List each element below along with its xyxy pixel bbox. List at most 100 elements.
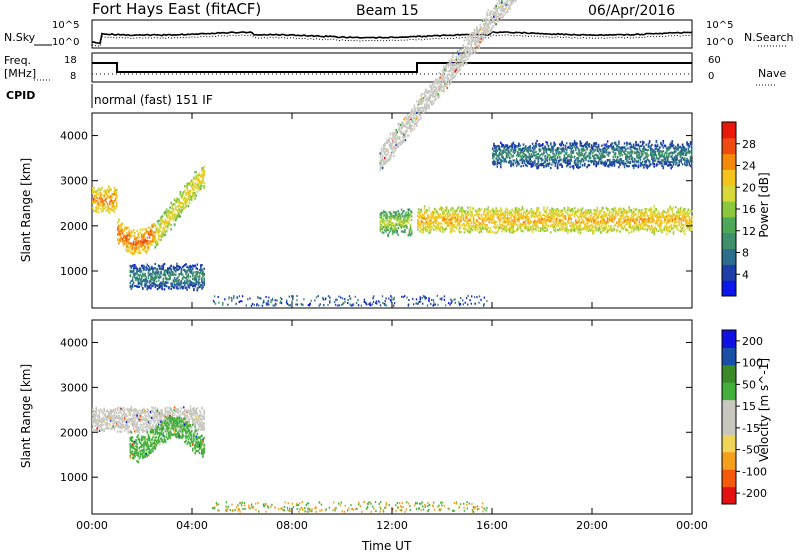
power-point [430,222,433,225]
power-point [526,209,528,212]
power-point [400,220,403,223]
power-point [167,269,169,272]
power-point [150,229,152,232]
power-point [178,210,180,213]
power-point [627,215,629,218]
power-point [156,268,159,271]
power-point [391,232,394,235]
power-point [175,270,177,273]
power-point [190,265,193,268]
power-point [428,226,430,229]
power-point [155,228,158,231]
power-point [154,232,157,235]
power-point [188,196,191,199]
noise-sky-label: N.Sky [4,31,36,44]
power-point [92,201,94,204]
power-point [139,273,142,276]
power-point [122,242,125,246]
power-point [154,239,157,242]
power-point [493,142,495,145]
power-point [120,223,122,226]
power-point [142,280,144,283]
power-point [417,228,419,231]
power-point [628,232,630,235]
power-point [600,230,602,234]
power-point [153,267,155,270]
power-point [686,219,688,222]
power-point [501,230,503,233]
power-point [168,278,170,281]
power-point [145,268,147,271]
power-point [159,284,161,287]
power-point [132,264,135,267]
power-point [103,199,105,203]
power-point [95,193,97,196]
power-point [569,166,571,169]
power-point [157,219,160,223]
power-point [162,227,165,231]
nave-tick-low: 0 [708,71,715,82]
power-point [597,150,600,153]
power-point [543,152,545,155]
power-point [185,200,187,203]
power-point [596,148,599,151]
power-point [554,164,557,167]
power-point [418,221,420,224]
power-point [640,209,643,212]
power-point [189,269,192,272]
power-point [478,213,480,216]
power-point [419,227,421,230]
power-point [186,191,188,194]
power-point [157,223,160,226]
power-point [98,199,101,202]
power-point [590,214,593,217]
power-point [142,264,144,267]
power-point [401,224,404,227]
power-point [197,279,200,282]
power-point [200,269,202,272]
power-point [104,192,107,195]
power-point [181,192,184,195]
power-point [125,227,127,230]
power-point [389,212,392,215]
power-point [186,265,188,268]
power-point [169,206,171,209]
power-point [562,213,565,216]
power-point [545,209,547,212]
power-point [681,228,684,231]
power-point [96,208,99,211]
power-point [487,226,490,229]
power-point [442,207,444,210]
power-point [125,236,127,239]
power-point [635,222,637,225]
power-point [387,225,389,228]
power-point [396,223,398,226]
power-point [140,270,143,273]
power-point [119,238,121,241]
power-point [134,246,136,250]
power-point [197,173,200,176]
power-point [123,226,126,229]
power-point [179,202,182,205]
power-point [127,234,129,237]
power-point [421,225,424,228]
power-point [188,286,191,289]
power-point [170,212,172,215]
power-point [430,225,433,228]
power-point [132,281,135,284]
power-point [202,271,204,274]
power-point [417,221,419,224]
power-point [421,220,424,224]
power-point [125,239,127,242]
power-point [201,268,203,271]
power-point [117,237,119,240]
power-point [606,140,609,143]
power-point [444,215,446,218]
power-point [156,227,159,230]
noise-panel-frame [91,19,693,49]
power-point [150,275,152,278]
power-point [403,225,405,228]
power-point [505,225,508,228]
power-point [179,215,182,218]
power-point [137,240,140,243]
